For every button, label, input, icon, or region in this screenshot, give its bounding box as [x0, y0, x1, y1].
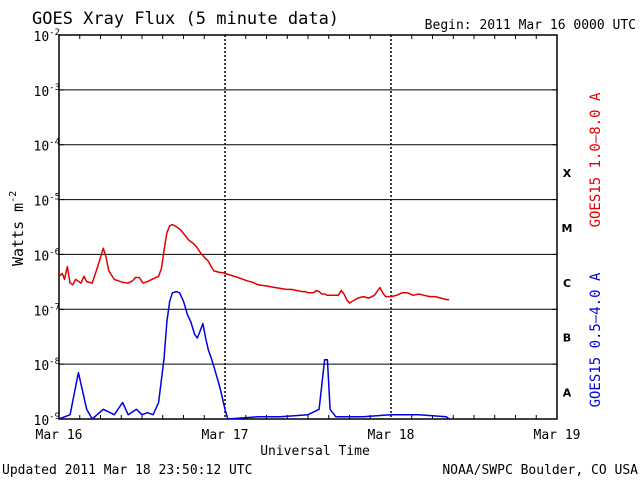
updated-timestamp: Updated 2011 Mar 18 23:50:12 UTC: [2, 463, 252, 478]
y-tick-base: 10: [34, 140, 50, 155]
x-tick-label: Mar 19: [534, 428, 581, 443]
y-tick-exponent: -4: [49, 138, 60, 148]
y-tick-label: 10-3: [34, 83, 61, 100]
y-tick-label: 10-6: [34, 247, 61, 264]
y-axis-ticks: 10-910-810-710-610-510-410-310-2: [34, 28, 557, 429]
y-tick-base: 10: [34, 304, 50, 319]
y-tick-exponent: -3: [49, 83, 60, 93]
flare-class-label: X: [563, 167, 572, 180]
legend-series-long: GOES15 1.0–8.0 A: [588, 92, 604, 227]
y-axis-label-text: Watts m: [9, 203, 27, 266]
flare-class-label: B: [563, 332, 571, 345]
y-axis-label-superscript: -2: [8, 191, 19, 203]
y-tick-base: 10: [34, 85, 50, 100]
flare-class-label: C: [563, 277, 571, 290]
svg-text:Watts m-2: Watts m-2: [8, 191, 27, 266]
y-tick-base: 10: [34, 414, 50, 429]
x-axis-label: Universal Time: [260, 444, 370, 459]
y-tick-label: 10-7: [34, 302, 61, 319]
x-tick-label: Mar 16: [36, 428, 83, 443]
y-tick-label: 10-4: [34, 138, 61, 155]
flare-class-label: A: [563, 387, 572, 400]
y-tick-exponent: -5: [49, 193, 60, 203]
y-tick-base: 10: [34, 30, 50, 45]
credit-text: NOAA/SWPC Boulder, CO USA: [442, 463, 638, 478]
y-tick-exponent: -7: [49, 302, 60, 312]
legend-series-short: GOES15 0.5–4.0 A: [588, 272, 604, 407]
y-tick-exponent: -9: [49, 412, 60, 422]
y-tick-exponent: -8: [49, 357, 60, 367]
y-tick-label: 10-8: [34, 357, 61, 374]
y-tick-base: 10: [34, 249, 50, 264]
data-series: [58, 223, 450, 420]
series-line-long: [58, 223, 450, 304]
flare-class-label: M: [562, 222, 573, 235]
y-tick-base: 10: [34, 195, 50, 210]
begin-label: Begin: 2011 Mar 16 0000 UTC: [425, 18, 636, 33]
y-axis-label: Watts m-2: [8, 191, 27, 266]
plot-frame: [58, 34, 558, 420]
y-tick-label: 10-9: [34, 412, 61, 429]
x-axis-ticks: Mar 16 Mar 17 Mar 18 Mar 19: [36, 35, 581, 443]
y-tick-label: 10-5: [34, 193, 61, 210]
flare-class-labels: X M C B A: [562, 167, 573, 399]
x-tick-label: Mar 18: [368, 428, 415, 443]
y-tick-base: 10: [34, 359, 50, 374]
chart-title: GOES Xray Flux (5 minute data): [32, 9, 339, 29]
y-tick-exponent: -6: [49, 247, 60, 257]
y-tick-label: 10-2: [34, 28, 61, 45]
x-tick-label: Mar 17: [202, 428, 249, 443]
series-line-short: [58, 290, 450, 420]
grid: [59, 35, 557, 419]
y-tick-exponent: -2: [49, 28, 60, 38]
